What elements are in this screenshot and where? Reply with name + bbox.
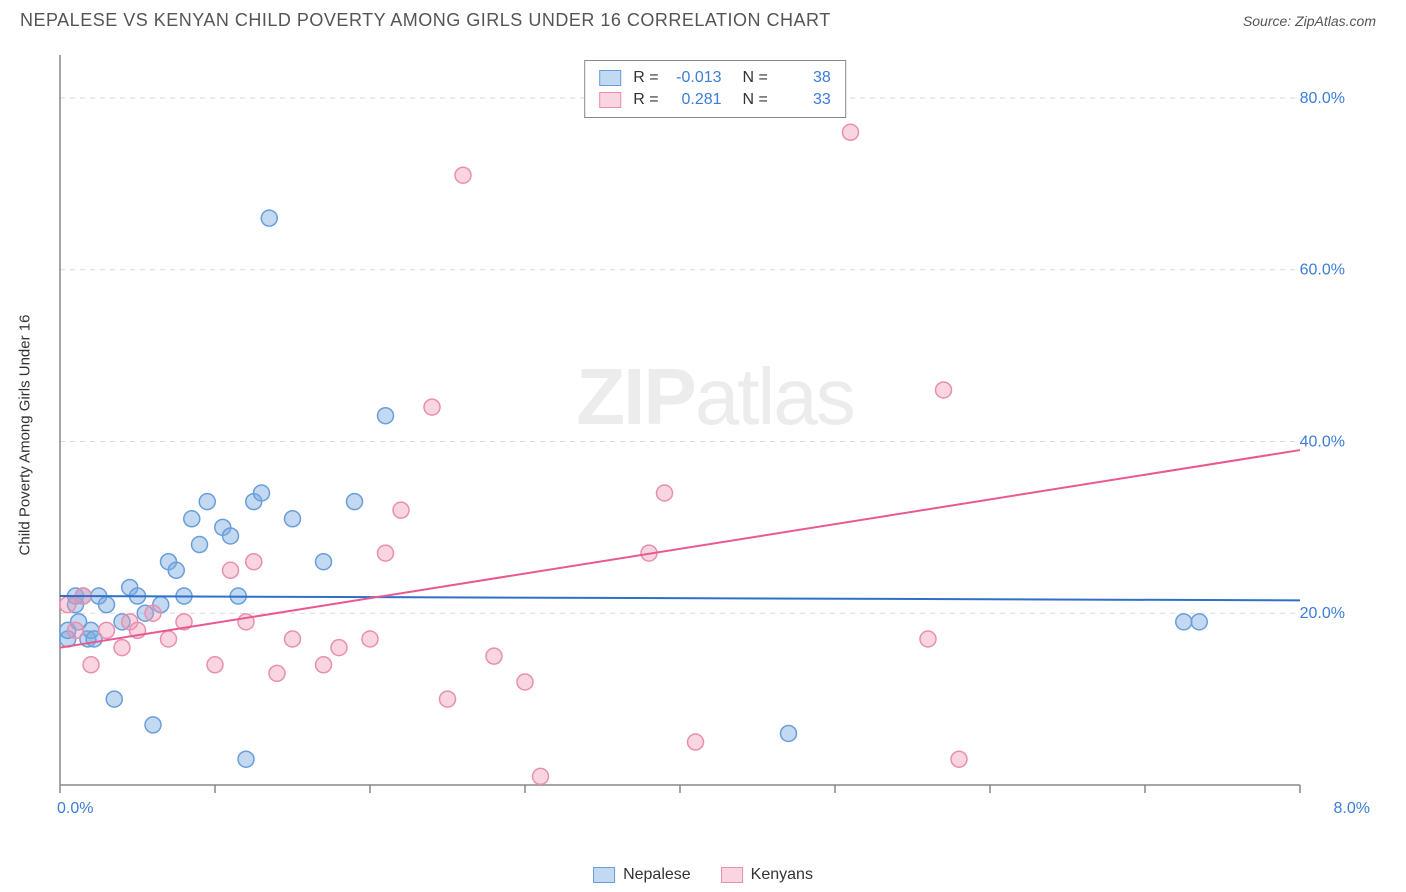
legend-swatch-kenyans	[721, 867, 743, 883]
n-label: N =	[734, 69, 768, 87]
svg-text:0.0%: 0.0%	[57, 800, 93, 817]
svg-text:60.0%: 60.0%	[1300, 262, 1345, 279]
svg-text:40.0%: 40.0%	[1300, 433, 1345, 450]
legend-label-nepalese: Nepalese	[623, 866, 691, 884]
legend-item-nepalese: Nepalese	[593, 866, 691, 884]
n-label: N =	[734, 91, 768, 109]
scatter-plot: 20.0% 40.0% 60.0% 80.0% 0.0% 8.0%	[55, 50, 1375, 820]
stats-row-nepalese: R = -0.013 N = 38	[599, 67, 831, 89]
chart-title: NEPALESE VS KENYAN CHILD POVERTY AMONG G…	[20, 10, 831, 31]
swatch-kenyans	[599, 92, 621, 108]
r-label: R =	[633, 69, 658, 87]
r-value-nepalese: -0.013	[667, 69, 722, 87]
bottom-legend: Nepalese Kenyans	[593, 866, 813, 884]
n-value-kenyans: 33	[776, 91, 831, 109]
r-value-kenyans: 0.281	[667, 91, 722, 109]
n-value-nepalese: 38	[776, 69, 831, 87]
swatch-nepalese	[599, 70, 621, 86]
chart-container: Child Poverty Among Girls Under 16 20.0%…	[55, 50, 1375, 820]
legend-label-kenyans: Kenyans	[751, 866, 813, 884]
y-axis-label: Child Poverty Among Girls Under 16	[17, 315, 34, 556]
svg-text:8.0%: 8.0%	[1334, 800, 1370, 817]
legend-swatch-nepalese	[593, 867, 615, 883]
correlation-stats-box: R = -0.013 N = 38 R = 0.281 N = 33	[584, 60, 846, 118]
source-attribution: Source: ZipAtlas.com	[1243, 13, 1376, 29]
r-label: R =	[633, 91, 658, 109]
stats-row-kenyans: R = 0.281 N = 33	[599, 89, 831, 111]
chart-header: NEPALESE VS KENYAN CHILD POVERTY AMONG G…	[0, 0, 1406, 36]
svg-text:20.0%: 20.0%	[1300, 605, 1345, 622]
svg-text:80.0%: 80.0%	[1300, 90, 1345, 107]
legend-item-kenyans: Kenyans	[721, 866, 813, 884]
